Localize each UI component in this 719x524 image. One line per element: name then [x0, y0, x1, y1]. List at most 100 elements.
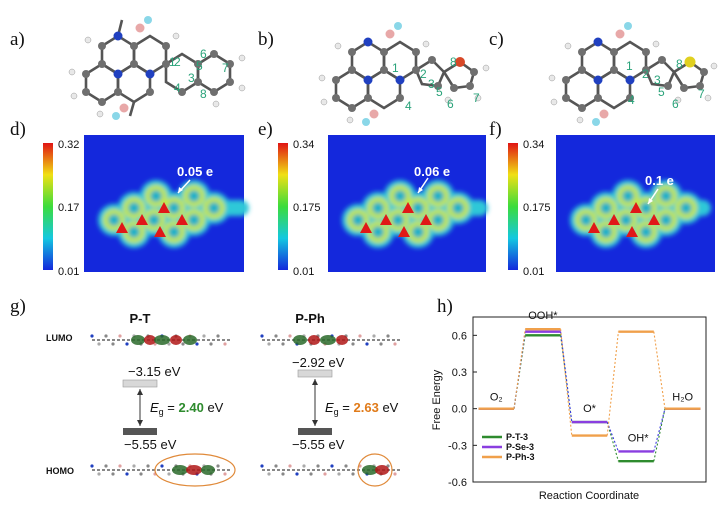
atom-number-c-2: 2 [642, 67, 649, 81]
atom-number-a-5: 5 [196, 59, 203, 73]
y-tick-label: 0.0 [452, 404, 467, 416]
step-label: O* [583, 403, 597, 415]
homo-energy-pph: −5.55 eV [292, 437, 345, 452]
colorbar-d-max: 0.32 [58, 139, 79, 151]
atom-number-a-7: 7 [222, 61, 229, 75]
molecule-structure-a [68, 16, 246, 120]
y-tick-label: 0.6 [452, 330, 467, 342]
colorbar-e-max: 0.34 [293, 139, 314, 151]
charge-map-f [556, 135, 715, 272]
atom-number-c-4: 4 [628, 93, 635, 107]
atom-number-b-7: 7 [473, 91, 480, 105]
chart-frame [472, 316, 707, 483]
lumo-bar-pt [122, 379, 158, 388]
step-labels: O₂ OOH* O* OH* H₂O [490, 310, 694, 444]
y-tick-label: -0.3 [448, 440, 467, 452]
atom-number-c-1: 1 [626, 59, 633, 73]
connector-line [513, 329, 526, 409]
legend-label: P-Ph-3 [506, 452, 535, 462]
panel-label-f: f) [489, 119, 502, 140]
connector-line [606, 331, 619, 436]
connector-line [653, 408, 666, 462]
molecule-structure-c [548, 22, 718, 126]
atom-number-a-3: 3 [188, 71, 195, 85]
colorbar-d-mid: 0.17 [58, 202, 79, 214]
connector-line [653, 408, 666, 452]
y-tick-label: -0.6 [448, 477, 467, 489]
colorbar-e-min: 0.01 [293, 266, 314, 278]
connector-line [606, 421, 619, 462]
energy-levels-pph: −2.92 eV −5.55 eV Eg = 2.63 eV [292, 355, 399, 452]
colorbar-f: 0.34 0.175 0.01 [508, 139, 551, 278]
chart-legend: P-T-3P-Se-3P-Ph-3 [482, 432, 535, 462]
legend-label: P-T-3 [506, 432, 528, 442]
atom-number-b-8: 8 [450, 55, 457, 69]
colorbar-f-mid: 0.175 [523, 202, 551, 214]
step-label: O₂ [490, 392, 503, 404]
connector-line [653, 331, 666, 409]
step-label: OH* [628, 432, 650, 444]
atom-number-c-7: 7 [698, 87, 705, 101]
colorbar-f-min: 0.01 [523, 266, 544, 278]
connector-line [606, 421, 619, 452]
panel-label-a: a) [10, 29, 25, 50]
lumo-bar-pph [297, 369, 333, 378]
charge-density-maps [84, 135, 715, 272]
charge-map-e [328, 135, 488, 272]
atom-number-c-3: 3 [654, 73, 661, 87]
atom-number-a-1: 1 [169, 55, 176, 69]
colorbar-f-max: 0.34 [523, 139, 544, 151]
panel-label-c: c) [489, 29, 504, 50]
connector-line [513, 331, 526, 409]
connector-line [560, 329, 573, 436]
atom-number-c-6: 6 [672, 97, 679, 111]
colorbar-d-min: 0.01 [58, 266, 79, 278]
atom-number-b-1: 1 [392, 61, 399, 75]
atom-number-a-4: 4 [174, 81, 181, 95]
legend-label: P-Se-3 [506, 442, 534, 452]
atom-number-a-2: 2 [174, 55, 181, 69]
charge-annotation-e: 0.06 e [414, 164, 450, 179]
atom-number-b-4: 4 [405, 99, 412, 113]
lumo-energy-pph: −2.92 eV [292, 355, 345, 370]
homo-bar-pt [123, 428, 157, 435]
bandgap-pph: Eg = 2.63 eV [325, 400, 399, 417]
charge-annotation-f: 0.1 e [645, 173, 674, 188]
energy-levels-pt: −3.15 eV −5.55 eV Eg = 2.40 eV [122, 364, 224, 452]
connector-lines [513, 329, 666, 462]
panel-label-g: g) [10, 296, 26, 317]
colorbar-e: 0.34 0.175 0.01 [278, 139, 321, 278]
atom-number-b-3: 3 [428, 77, 435, 91]
charge-map-d [84, 135, 249, 272]
colorbar-e-mid: 0.175 [293, 202, 321, 214]
atom-number-b-2: 2 [420, 67, 427, 81]
system-title-pt: P-T [130, 311, 151, 326]
charge-annotation-d: 0.05 e [177, 164, 213, 179]
energy-steps [478, 328, 701, 463]
panel-label-h: h) [437, 296, 453, 317]
y-axis-ticks: 0.6 0.3 0.0 -0.3 -0.6 [448, 330, 477, 489]
step-label: OOH* [528, 310, 558, 322]
homo-bar-pph [298, 428, 332, 435]
system-title-pph: P-Ph [295, 311, 325, 326]
atom-number-c-5: 5 [658, 85, 665, 99]
y-tick-label: 0.3 [452, 367, 467, 379]
panel-label-b: b) [258, 29, 274, 50]
step-label: H₂O [672, 392, 693, 404]
panel-label-e: e) [258, 119, 273, 140]
y-axis-label: Free Energy [431, 369, 443, 430]
atom-number-c-8: 8 [676, 57, 683, 71]
connector-line [560, 331, 573, 423]
homo-label: HOMO [46, 466, 74, 476]
orbital-isosurfaces [90, 334, 402, 487]
colorbar-d: 0.32 0.17 0.01 [43, 139, 79, 278]
bandgap-pt: Eg = 2.40 eV [150, 400, 224, 417]
atom-number-a-6: 6 [200, 47, 207, 61]
x-axis-label: Reaction Coordinate [539, 490, 639, 502]
homo-energy-pt: −5.55 eV [124, 437, 177, 452]
atom-number-b-5: 5 [436, 85, 443, 99]
atom-number-b-6: 6 [447, 97, 454, 111]
molecule-structure-b [318, 22, 490, 126]
lumo-energy-pt: −3.15 eV [128, 364, 181, 379]
